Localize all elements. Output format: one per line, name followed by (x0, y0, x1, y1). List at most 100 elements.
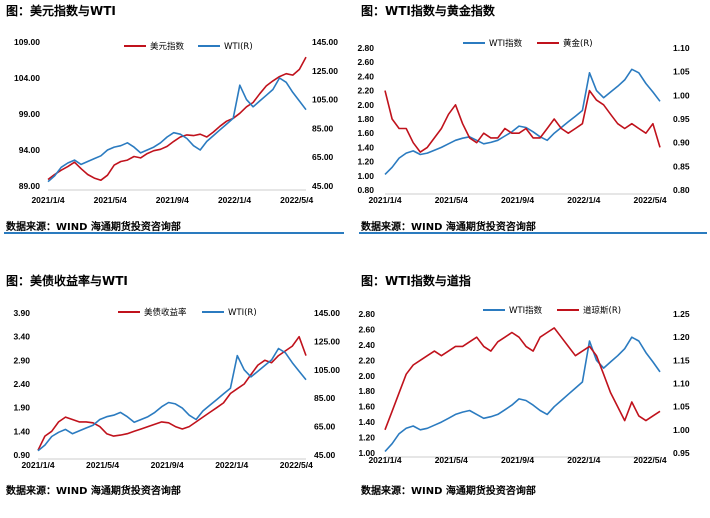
left-axis-tick-label: 104.00 (14, 73, 40, 83)
x-axis-tick-label: 2021/1/4 (31, 195, 64, 205)
x-axis-tick-label: 2021/9/4 (501, 455, 534, 465)
left-axis-tick-label: 3.40 (13, 332, 30, 342)
right-axis-tick-label: 85.00 (312, 123, 334, 133)
right-axis-tick-label: 145.00 (312, 37, 338, 47)
left-axis-tick-label: 99.00 (19, 109, 41, 119)
x-axis-tick-label: 2021/5/4 (435, 195, 468, 205)
right-axis-tick-label: 0.90 (673, 138, 690, 148)
legend-label: 美债收益率 (144, 307, 187, 318)
right-axis-tick-label: 45.00 (314, 450, 336, 460)
left-axis-tick-label: 2.60 (357, 57, 374, 67)
right-axis-tick-label: 1.15 (673, 355, 690, 365)
chart-title: 图：WTI指数与黄金指数 (361, 4, 495, 18)
left-axis-tick-label: 3.90 (13, 308, 30, 318)
right-axis-tick-label: 1.00 (673, 90, 690, 100)
left-axis-tick-label: 2.20 (358, 355, 375, 365)
x-axis-tick-label: 2021/5/4 (435, 455, 468, 465)
left-axis-tick-label: 2.40 (358, 340, 375, 350)
right-axis-tick-label: 1.20 (673, 332, 690, 342)
legend-label: WTI指数 (489, 38, 523, 49)
series-line-right-axis (37, 347, 307, 452)
right-axis-tick-label: 85.00 (314, 393, 336, 403)
left-axis-tick-label: 1.80 (357, 114, 374, 124)
left-axis-tick-label: 89.00 (19, 181, 41, 191)
left-axis-tick-label: 94.00 (19, 145, 41, 155)
right-axis-tick-label: 125.00 (312, 66, 338, 76)
series-line-right-axis (384, 89, 661, 153)
data-source: 数据来源：WIND 海通期货投资咨询部 (361, 222, 536, 233)
x-axis-tick-label: 2022/5/4 (280, 195, 313, 205)
left-axis-tick-label: 0.80 (357, 185, 374, 195)
left-axis-tick-label: 2.40 (357, 71, 374, 81)
data-source: 数据来源：WIND 海通期货投资咨询部 (6, 222, 181, 233)
x-axis-tick-label: 2021/9/4 (501, 195, 534, 205)
right-axis-tick-label: 45.00 (312, 181, 334, 191)
right-axis-tick-label: 105.00 (314, 365, 340, 375)
wti-dow-chart: 1.00 1.20 1.40 1.60 1.80 2.00 2.20 2.40 2.60 2.80… (358, 305, 690, 465)
series-line-right-axis (47, 77, 307, 183)
data-source: 数据来源：WIND 海通期货投资咨询部 (361, 486, 536, 497)
left-axis-tick-label: 2.00 (357, 100, 374, 110)
x-axis-tick-label: 2022/1/4 (218, 195, 251, 205)
x-axis-tick-label: 2021/5/4 (86, 460, 119, 470)
left-axis-tick-label: 1.90 (13, 403, 30, 413)
chart-title: 图：WTI指数与道指 (361, 274, 471, 288)
left-axis-tick-label: 1.20 (358, 433, 375, 443)
left-axis-tick-label: 1.60 (358, 402, 375, 412)
left-axis-tick-label: 2.60 (358, 324, 375, 334)
x-axis-tick-label: 2022/5/4 (634, 455, 667, 465)
x-axis-tick-label: 2022/1/4 (215, 460, 248, 470)
left-axis-tick-label: 2.20 (357, 86, 374, 96)
x-axis-tick-label: 2022/1/4 (567, 195, 600, 205)
right-axis-tick-label: 0.85 (673, 161, 690, 171)
left-axis-tick-label: 1.00 (358, 448, 375, 458)
x-axis-tick-label: 2021/9/4 (151, 460, 184, 470)
left-axis-tick-label: 0.90 (13, 450, 30, 460)
x-axis-tick-label: 2022/5/4 (280, 460, 313, 470)
right-axis-tick-label: 0.80 (673, 185, 690, 195)
series-line-left-axis (37, 335, 307, 451)
x-axis-tick-label: 2021/5/4 (94, 195, 127, 205)
usd-index-wti-chart: 89.00 94.00 99.00 104.00 109.00 45.00 65.00 85.… (14, 37, 338, 205)
treasury-yield-wti-chart: 0.90 1.40 1.90 2.40 2.90 3.40 3.90 45.00 65.00 85… (13, 307, 340, 470)
right-axis-tick-label: 145.00 (314, 308, 340, 318)
legend-label: 黄金(R) (563, 38, 593, 49)
right-axis-tick-label: 1.05 (673, 402, 690, 412)
x-axis-tick-label: 2021/1/4 (21, 460, 54, 470)
legend-label: 道琼斯(R) (583, 305, 621, 316)
left-axis-tick-label: 1.40 (357, 142, 374, 152)
x-axis-tick-label: 2022/5/4 (634, 195, 667, 205)
legend-label: WTI(R) (224, 42, 253, 52)
legend-label: WTI(R) (228, 308, 257, 318)
right-axis-tick-label: 125.00 (314, 336, 340, 346)
left-axis-tick-label: 109.00 (14, 37, 40, 47)
series-line-left-axis (47, 56, 307, 181)
series-line-left-axis (384, 68, 661, 175)
right-axis-tick-label: 1.25 (673, 309, 690, 319)
left-axis-tick-label: 2.40 (13, 379, 30, 389)
x-axis-tick-label: 2022/1/4 (567, 455, 600, 465)
chart-title: 图：美元指数与WTI (6, 4, 116, 18)
left-axis-tick-label: 2.00 (358, 371, 375, 381)
right-axis-tick-label: 0.95 (673, 448, 690, 458)
left-axis-tick-label: 1.40 (13, 426, 30, 436)
left-axis-tick-label: 1.40 (358, 417, 375, 427)
x-axis-tick-label: 2021/9/4 (156, 195, 189, 205)
x-axis-tick-label: 2021/1/4 (368, 455, 401, 465)
chart-panel-wti-dow: 图：WTI指数与道指 1.00 1.20 1.40 1.60 1.80 2.00 2.20 2… (355, 270, 710, 518)
chart-panel-wti-gold: 图：WTI指数与黄金指数 0.80 1.00 1.20 1.40 1.60 1.80 2.0… (355, 0, 710, 248)
divider-rule (4, 232, 344, 234)
right-axis-tick-label: 1.00 (673, 425, 690, 435)
divider-rule (359, 232, 707, 234)
left-axis-tick-label: 2.80 (358, 309, 375, 319)
series-line-left-axis (384, 336, 661, 453)
left-axis-tick-label: 1.00 (357, 171, 374, 181)
left-axis-tick-label: 1.80 (358, 386, 375, 396)
chart-panel-usd-wti: 图：美元指数与WTI 89.00 94.00 99.00 104.00 109.00 45… (0, 0, 355, 248)
right-axis-tick-label: 65.00 (312, 152, 334, 162)
right-axis-tick-label: 1.10 (673, 379, 690, 389)
left-axis-tick-label: 2.80 (357, 43, 374, 53)
right-axis-tick-label: 1.10 (673, 43, 690, 53)
x-axis-tick-label: 2021/1/4 (368, 195, 401, 205)
right-axis-tick-label: 0.95 (673, 114, 690, 124)
